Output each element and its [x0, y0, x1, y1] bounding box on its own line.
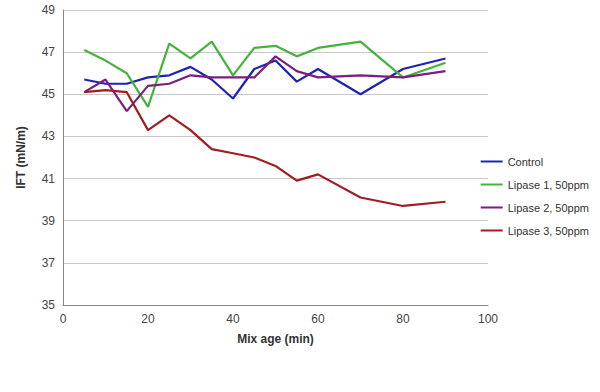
svg-text:43: 43	[42, 129, 56, 143]
svg-text:80: 80	[396, 312, 410, 326]
svg-text:Lipase 1, 50ppm: Lipase 1, 50ppm	[508, 179, 589, 191]
svg-text:49: 49	[42, 3, 56, 17]
svg-text:39: 39	[42, 214, 56, 228]
svg-text:IFT (mN/m): IFT (mN/m)	[14, 126, 28, 189]
svg-text:20: 20	[141, 312, 155, 326]
svg-text:35: 35	[42, 298, 56, 312]
svg-text:Lipase 3, 50ppm: Lipase 3, 50ppm	[508, 225, 589, 237]
svg-text:37: 37	[42, 256, 56, 270]
svg-text:47: 47	[42, 45, 56, 59]
svg-text:0: 0	[60, 312, 67, 326]
svg-text:60: 60	[311, 312, 325, 326]
svg-text:41: 41	[42, 172, 56, 186]
svg-text:100: 100	[478, 312, 498, 326]
svg-text:Lipase 2, 50ppm: Lipase 2, 50ppm	[508, 202, 589, 214]
svg-text:Control: Control	[508, 156, 543, 168]
svg-text:Mix age (min): Mix age (min)	[237, 332, 314, 346]
svg-text:40: 40	[226, 312, 240, 326]
svg-text:45: 45	[42, 87, 56, 101]
